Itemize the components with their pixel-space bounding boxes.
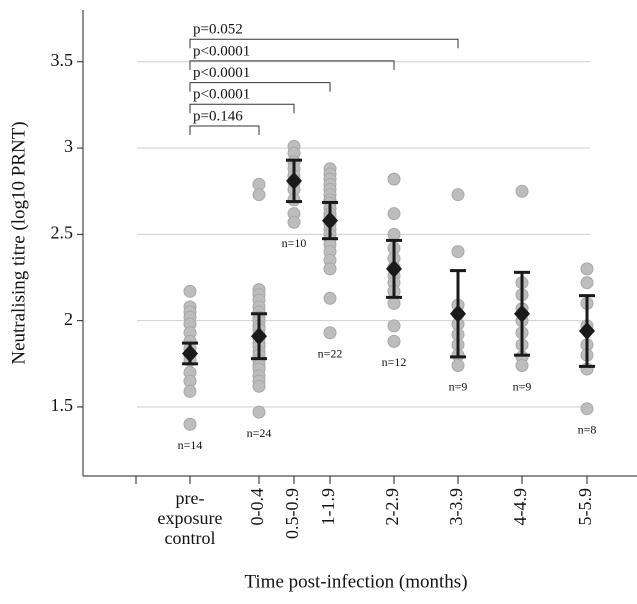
mean-marker xyxy=(514,304,530,323)
significance-bracket xyxy=(189,103,295,114)
x-tick-label: pre-exposure control xyxy=(157,488,223,548)
n-label: n=10 xyxy=(282,236,307,250)
significance-bracket xyxy=(189,125,260,135)
data-point xyxy=(387,319,401,333)
y-tick-label: 2.5 xyxy=(51,222,74,242)
mean-marker xyxy=(322,211,338,230)
mean-marker xyxy=(251,327,267,346)
data-point xyxy=(323,326,337,340)
mean-marker xyxy=(579,322,595,341)
data-point xyxy=(252,379,266,393)
n-label: n=22 xyxy=(318,346,343,360)
data-point xyxy=(183,417,197,431)
mean-marker xyxy=(182,344,198,363)
data-point xyxy=(580,276,594,290)
bracket-line xyxy=(189,103,295,114)
data-point xyxy=(287,215,301,229)
n-label: n=9 xyxy=(449,379,468,393)
data-point xyxy=(451,188,465,202)
n-label: n=12 xyxy=(382,355,407,369)
data-point xyxy=(252,188,266,202)
mean-marker xyxy=(286,171,302,190)
n-label: n=8 xyxy=(578,422,597,436)
y-axis-label: Neutralising titre (log10 PRNT) xyxy=(8,121,29,364)
data-point xyxy=(387,334,401,348)
y-tick-label: 1.5 xyxy=(51,395,74,415)
y-tick-label: 3 xyxy=(64,136,73,156)
x-tick-label: 2-2.9 xyxy=(382,488,402,526)
data-point xyxy=(183,384,197,398)
data-point xyxy=(515,184,529,198)
data-point xyxy=(387,172,401,186)
data-point xyxy=(580,262,594,276)
bracket-line xyxy=(189,125,260,135)
significance-bracket xyxy=(189,38,459,49)
data-point xyxy=(451,359,465,373)
significance-bracket xyxy=(189,60,395,70)
n-label: n=9 xyxy=(513,379,532,393)
bracket-line xyxy=(189,38,459,49)
p-value-label: p<0.0001 xyxy=(193,43,250,59)
data-point xyxy=(451,245,465,259)
mean-marker xyxy=(450,304,466,323)
p-value-label: p=0.146 xyxy=(193,108,243,124)
data-point xyxy=(323,262,337,276)
data-point xyxy=(580,402,594,416)
x-tick-label: 3-3.9 xyxy=(446,488,466,526)
x-tick-label: 0-0.4 xyxy=(247,488,267,526)
x-tick-label: 5-5.9 xyxy=(575,488,595,526)
n-label: n=24 xyxy=(247,426,272,440)
bracket-line xyxy=(189,60,395,70)
n-label: n=14 xyxy=(178,438,203,452)
bracket-line xyxy=(189,82,331,92)
y-tick-label: 2 xyxy=(64,309,73,329)
mean-marker xyxy=(386,259,402,278)
data-point xyxy=(387,296,401,310)
data-point xyxy=(387,227,401,241)
data-point xyxy=(387,207,401,221)
data-point xyxy=(252,405,266,419)
x-axis-label: Time post-infection (months) xyxy=(244,571,467,592)
p-value-label: p<0.0001 xyxy=(193,87,250,103)
data-point xyxy=(183,284,197,298)
x-tick-label: 0.5-0.9 xyxy=(282,488,302,539)
x-tick-label: 1-1.9 xyxy=(318,488,338,526)
p-value-label: p=0.052 xyxy=(193,22,243,38)
x-tick-label-box: pre-exposure control xyxy=(157,488,223,548)
p-value-label: p<0.0001 xyxy=(193,65,250,81)
significance-bracket xyxy=(189,82,331,92)
x-tick-label: 4-4.9 xyxy=(510,488,530,526)
data-point xyxy=(323,291,337,305)
y-tick-label: 3.5 xyxy=(51,50,74,70)
data-point xyxy=(515,359,529,373)
